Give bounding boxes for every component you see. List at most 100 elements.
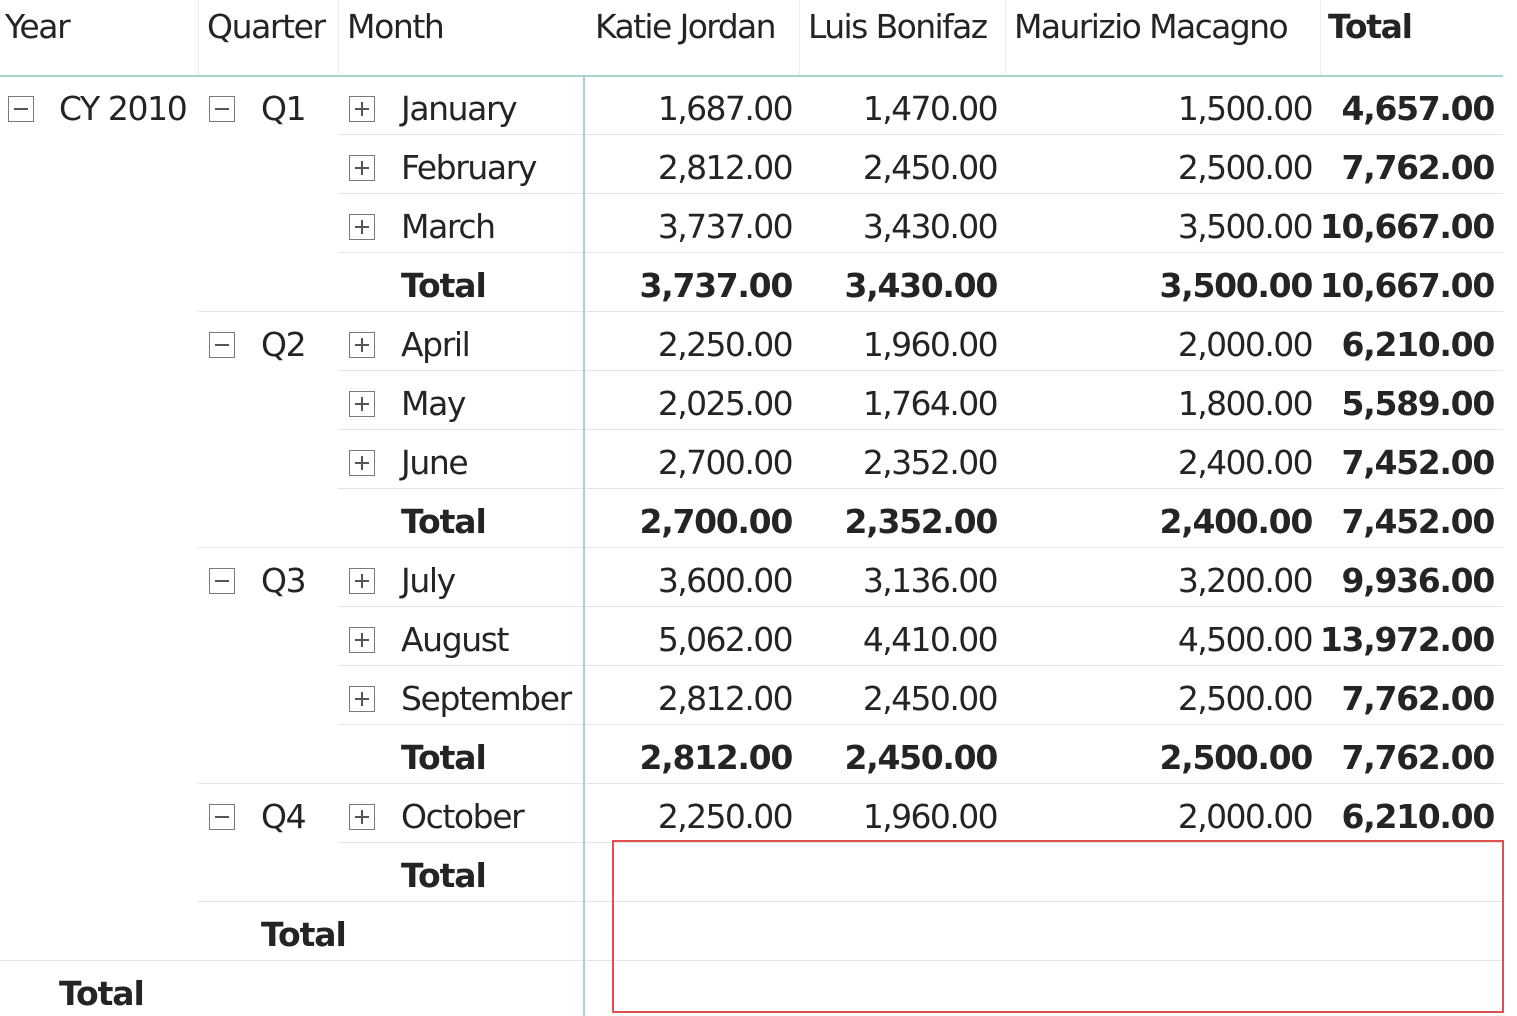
total-cell-column-luis-bonifaz: 2,450.00 — [844, 738, 999, 777]
row-divider — [338, 842, 1503, 843]
column-separator — [1320, 0, 1321, 75]
total-cell-column-katie-jordan: 2,812.00 — [639, 738, 794, 777]
value-cell-column-total: 7,762.00 — [1341, 679, 1496, 718]
expand-month-icon[interactable] — [349, 627, 375, 653]
row-divider — [338, 488, 1503, 489]
column-header-year[interactable]: Year — [5, 7, 71, 46]
value-cell-column-katie-jordan: 2,250.00 — [657, 325, 794, 364]
collapse-quarter-icon[interactable] — [209, 568, 235, 594]
row-divider — [338, 193, 1503, 194]
row-divider — [0, 960, 1503, 961]
expand-month-icon[interactable] — [349, 391, 375, 417]
highlight-rectangle — [612, 840, 1504, 1013]
expand-month-icon[interactable] — [349, 568, 375, 594]
expand-month-icon[interactable] — [349, 96, 375, 122]
row-divider — [198, 901, 1503, 902]
value-cell-column-katie-jordan: 1,687.00 — [657, 89, 794, 128]
collapse-quarter-icon[interactable] — [209, 804, 235, 830]
header-divider — [0, 75, 1503, 77]
column-header-quarter[interactable]: Quarter — [207, 7, 326, 46]
year-label[interactable]: CY 2010 — [59, 89, 188, 128]
total-cell-column-maurizio-macagno: 2,400.00 — [1159, 502, 1314, 541]
row-divider — [198, 547, 1503, 548]
value-cell-column-luis-bonifaz: 4,410.00 — [862, 620, 999, 659]
collapse-quarter-icon[interactable] — [209, 332, 235, 358]
value-cell-column-maurizio-macagno: 1,800.00 — [1177, 384, 1314, 423]
total-cell-column-total: 7,452.00 — [1341, 502, 1496, 541]
row-divider — [338, 724, 1503, 725]
month-label[interactable]: August — [401, 620, 509, 659]
total-cell-column-total: 10,667.00 — [1319, 266, 1495, 305]
value-cell-column-maurizio-macagno: 4,500.00 — [1177, 620, 1314, 659]
quarter-label[interactable]: Q2 — [261, 325, 307, 364]
expand-month-icon[interactable] — [349, 214, 375, 240]
value-cell-column-luis-bonifaz: 1,960.00 — [862, 797, 999, 836]
month-label[interactable]: February — [401, 148, 537, 187]
value-cell-column-katie-jordan: 2,812.00 — [657, 148, 794, 187]
row-divider — [198, 311, 1503, 312]
grand-total-label: Total — [59, 974, 145, 1013]
expand-month-icon[interactable] — [349, 155, 375, 181]
value-cell-column-katie-jordan: 2,700.00 — [657, 443, 794, 482]
row-divider — [338, 134, 1503, 135]
value-cell-column-maurizio-macagno: 3,500.00 — [1177, 207, 1314, 246]
column-header-katie-jordan[interactable]: Katie Jordan — [595, 7, 777, 46]
year-total-label: Total — [261, 915, 347, 954]
value-cell-column-maurizio-macagno: 2,000.00 — [1177, 797, 1314, 836]
value-cell-column-maurizio-macagno: 3,200.00 — [1177, 561, 1314, 600]
month-label[interactable]: January — [401, 89, 518, 128]
column-header-month[interactable]: Month — [347, 7, 445, 46]
value-cell-column-katie-jordan: 3,600.00 — [657, 561, 794, 600]
value-cell-column-maurizio-macagno: 2,500.00 — [1177, 679, 1314, 718]
month-label[interactable]: July — [401, 561, 456, 600]
total-cell-column-luis-bonifaz: 2,352.00 — [844, 502, 999, 541]
value-cell-column-luis-bonifaz: 3,430.00 — [862, 207, 999, 246]
column-separator — [338, 0, 339, 75]
month-label[interactable]: October — [401, 797, 525, 836]
value-cell-column-luis-bonifaz: 1,764.00 — [862, 384, 999, 423]
value-cell-column-maurizio-macagno: 2,000.00 — [1177, 325, 1314, 364]
value-cell-column-katie-jordan: 2,812.00 — [657, 679, 794, 718]
expand-month-icon[interactable] — [349, 332, 375, 358]
quarter-total-label: Total — [401, 856, 487, 895]
quarter-label[interactable]: Q3 — [261, 561, 307, 600]
expand-month-icon[interactable] — [349, 450, 375, 476]
value-cell-column-maurizio-macagno: 1,500.00 — [1177, 89, 1314, 128]
column-separator — [198, 0, 199, 75]
collapse-quarter-icon[interactable] — [209, 96, 235, 122]
value-cell-column-total: 4,657.00 — [1341, 89, 1496, 128]
value-cell-column-total: 6,210.00 — [1341, 797, 1496, 836]
value-cell-column-katie-jordan: 3,737.00 — [657, 207, 794, 246]
month-label[interactable]: June — [401, 443, 469, 482]
month-label[interactable]: May — [401, 384, 466, 423]
value-cell-column-luis-bonifaz: 1,960.00 — [862, 325, 999, 364]
row-header-divider — [583, 77, 585, 1016]
column-header-luis-bonifaz[interactable]: Luis Bonifaz — [808, 7, 988, 46]
collapse-year-icon[interactable] — [8, 96, 34, 122]
value-cell-column-luis-bonifaz: 2,450.00 — [862, 148, 999, 187]
value-cell-column-luis-bonifaz: 1,470.00 — [862, 89, 999, 128]
column-header-maurizio-macagno[interactable]: Maurizio Macagno — [1014, 7, 1289, 46]
value-cell-column-katie-jordan: 5,062.00 — [657, 620, 794, 659]
expand-month-icon[interactable] — [349, 686, 375, 712]
row-divider — [338, 665, 1503, 666]
month-label[interactable]: April — [401, 325, 471, 364]
value-cell-column-total: 6,210.00 — [1341, 325, 1496, 364]
expand-month-icon[interactable] — [349, 804, 375, 830]
column-header-total[interactable]: Total — [1328, 7, 1413, 46]
value-cell-column-luis-bonifaz: 2,450.00 — [862, 679, 999, 718]
total-cell-column-luis-bonifaz: 3,430.00 — [844, 266, 999, 305]
quarter-label[interactable]: Q4 — [261, 797, 307, 836]
row-divider — [338, 429, 1503, 430]
total-cell-column-maurizio-macagno: 2,500.00 — [1159, 738, 1314, 777]
row-divider — [338, 370, 1503, 371]
value-cell-column-katie-jordan: 2,250.00 — [657, 797, 794, 836]
month-label[interactable]: March — [401, 207, 496, 246]
month-label[interactable]: September — [401, 679, 572, 718]
row-divider — [338, 252, 1503, 253]
value-cell-column-total: 9,936.00 — [1341, 561, 1496, 600]
quarter-label[interactable]: Q1 — [261, 89, 307, 128]
quarter-total-label: Total — [401, 502, 487, 541]
total-cell-column-total: 7,762.00 — [1341, 738, 1496, 777]
